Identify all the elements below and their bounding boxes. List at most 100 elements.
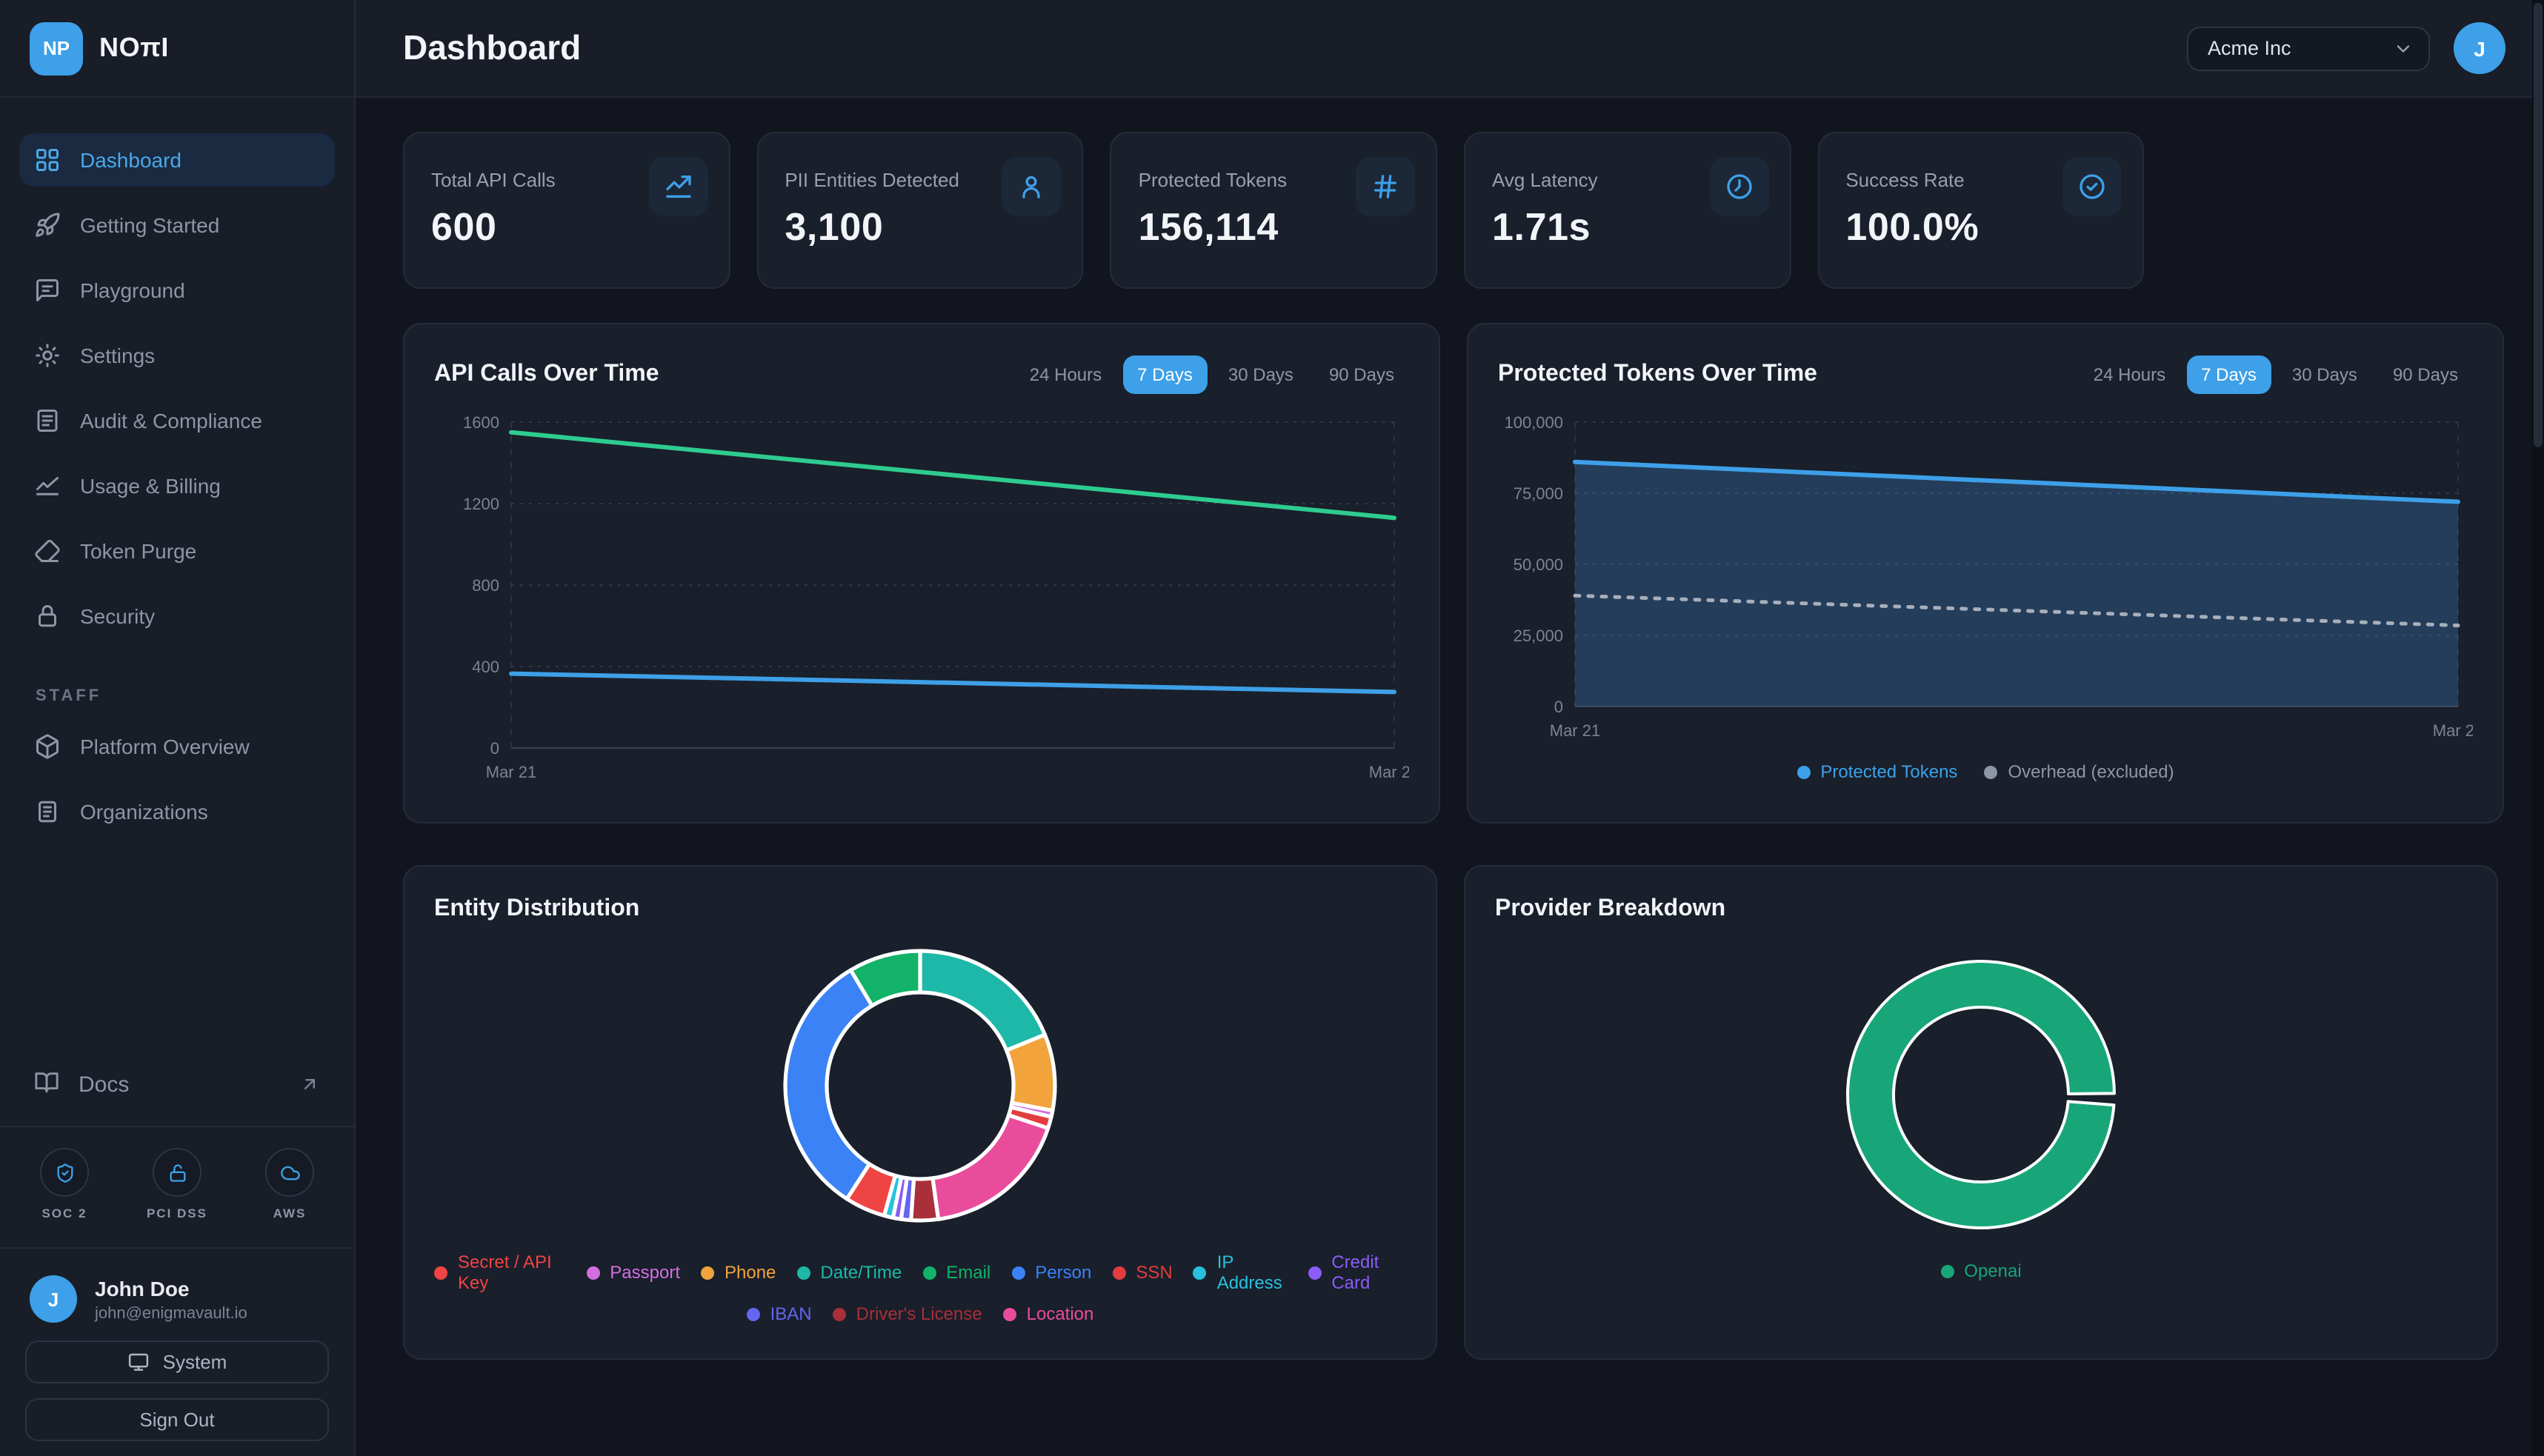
legend-row: Openai [1495, 1260, 2467, 1281]
chat-icon [34, 277, 61, 304]
stat-card-success-rate: Success Rate 100.0% [1817, 132, 2145, 289]
range-7-days-button[interactable]: 7 Days [2186, 355, 2271, 394]
legend-dot [1193, 1266, 1207, 1279]
user-info[interactable]: J John Doe john@enigmavault.io [0, 1260, 354, 1340]
legend-item[interactable]: Location [1002, 1303, 1094, 1324]
chart-line-icon [34, 472, 61, 499]
legend-item[interactable]: Person [1011, 1252, 1091, 1293]
protected-tokens-chart-card: Protected Tokens Over Time 24 Hours 7 Da… [1467, 323, 2504, 824]
sign-out-button[interactable]: Sign Out [25, 1398, 329, 1441]
sidebar-item-label: Platform Overview [80, 735, 250, 758]
svg-text:800: 800 [472, 576, 499, 595]
badge-pci-dss: PCI DSS [136, 1148, 219, 1220]
org-selector[interactable]: Acme Inc [2187, 26, 2430, 70]
sidebar-item-label: Organizations [80, 800, 208, 824]
entity-distribution-card: Entity Distribution Secret / API Key Pass… [403, 865, 1437, 1360]
user-email: john@enigmavault.io [95, 1304, 247, 1322]
rocket-icon [34, 212, 61, 238]
legend-label: Driver's License [856, 1303, 982, 1324]
legend-item[interactable]: Phone [701, 1252, 776, 1293]
range-30-days-button[interactable]: 30 Days [2277, 355, 2372, 394]
sidebar-item-label: Usage & Billing [80, 474, 221, 498]
legend-item[interactable]: Protected Tokens [1797, 761, 1957, 782]
sidebar-item-label: Security [80, 604, 156, 628]
legend-label: SSN [1136, 1262, 1173, 1283]
legend-item[interactable]: Passport [586, 1252, 680, 1293]
legend-item[interactable]: Openai [1940, 1260, 2022, 1281]
svg-text:25,000: 25,000 [1514, 627, 1563, 645]
range-24-hours-button[interactable]: 24 Hours [2079, 355, 2180, 394]
legend-dot [796, 1266, 810, 1279]
sidebar-item-organizations[interactable]: Organizations [19, 785, 335, 838]
legend-dot [922, 1266, 936, 1279]
legend-item[interactable]: SSN [1112, 1252, 1173, 1293]
svg-text:1600: 1600 [463, 413, 499, 432]
range-24-hours-button[interactable]: 24 Hours [1015, 355, 1116, 394]
range-90-days-button[interactable]: 90 Days [2378, 355, 2473, 394]
sidebar-item-audit-compliance[interactable]: Audit & Compliance [19, 394, 335, 447]
legend-item[interactable]: Secret / API Key [434, 1252, 565, 1293]
legend-dot [701, 1266, 714, 1279]
stat-label: Total API Calls [431, 169, 556, 191]
sidebar-item-dashboard[interactable]: Dashboard [19, 133, 335, 187]
protected-tokens-chart: 0 25,000 50,000 75,000 100,000 Mar 21 Mar 22 P… [1498, 407, 2483, 782]
legend-item[interactable]: IP Address [1193, 1252, 1288, 1293]
monitor-icon [127, 1351, 150, 1373]
user-avatar: J [30, 1275, 77, 1323]
sidebar-section-staff: STAFF [36, 687, 102, 705]
page-title: Dashboard [403, 28, 582, 67]
scrollbar-thumb[interactable] [2534, 3, 2543, 447]
sidebar-item-getting-started[interactable]: Getting Started [19, 198, 335, 252]
provider-legend: Openai [1495, 1260, 2467, 1281]
sidebar-item-label: Playground [80, 278, 185, 302]
legend-item[interactable]: Date/Time [796, 1252, 902, 1293]
logo-initials: NP [42, 37, 70, 59]
stat-card-protected-tokens: Protected Tokens 156,114 [1110, 132, 1437, 289]
sidebar-item-platform-overview[interactable]: Platform Overview [19, 720, 335, 773]
docs-link[interactable]: Docs [0, 1055, 354, 1114]
sidebar-item-label: Settings [80, 344, 156, 367]
range-7-days-button[interactable]: 7 Days [1122, 355, 1208, 394]
legend-item[interactable]: Email [922, 1252, 990, 1293]
charts-row: API Calls Over Time 24 Hours 7 Days 30 D… [403, 323, 2504, 824]
chart-title: Entity Distribution [434, 896, 640, 921]
legend-dot [1797, 765, 1811, 778]
sidebar-item-usage-billing[interactable]: Usage & Billing [19, 459, 335, 512]
legend-label: Email [946, 1262, 991, 1283]
sidebar-nav: Dashboard Getting Started Playground Set… [0, 98, 354, 643]
badge-label: AWS [273, 1206, 307, 1220]
range-30-days-button[interactable]: 30 Days [1213, 355, 1308, 394]
sidebar-item-security[interactable]: Security [19, 590, 335, 643]
chart-legend: Protected Tokens Overhead (excluded) [1498, 761, 2473, 782]
legend-label: Location [1026, 1303, 1094, 1324]
divider [0, 1126, 354, 1127]
legend-item[interactable]: Overhead (excluded) [1984, 761, 2174, 782]
sidebar-item-settings[interactable]: Settings [19, 329, 335, 382]
theme-system-button[interactable]: System [25, 1340, 329, 1383]
sidebar-item-token-purge[interactable]: Token Purge [19, 524, 335, 578]
header-avatar[interactable]: J [2454, 22, 2505, 74]
line-chart-svg: 0 400 800 1200 1600 Mar 21 Mar 22 [463, 413, 1419, 781]
sidebar-item-label: Audit & Compliance [80, 409, 262, 433]
org-selected-value: Acme Inc [2208, 37, 2291, 59]
check-circle-icon [2062, 157, 2122, 216]
legend-item[interactable]: Driver's License [832, 1303, 982, 1324]
legend-label: Passport [610, 1262, 680, 1283]
stat-label: Protected Tokens [1138, 169, 1288, 191]
stat-value: 600 [431, 204, 497, 249]
range-90-days-button[interactable]: 90 Days [1314, 355, 1409, 394]
sidebar: NP NOπI Dashboard Getting Started Playgr… [0, 0, 356, 1456]
svg-text:0: 0 [1554, 698, 1563, 716]
sidebar-staff-nav: Platform Overview Organizations [0, 720, 354, 838]
scrollbar[interactable] [2532, 0, 2544, 1456]
docs-label: Docs [79, 1072, 130, 1097]
legend-item[interactable]: Credit Card [1308, 1252, 1406, 1293]
legend-label: Overhead (excluded) [2008, 761, 2174, 782]
sun-icon [34, 342, 61, 369]
stat-value: 100.0% [1845, 204, 1979, 249]
sidebar-item-playground[interactable]: Playground [19, 264, 335, 317]
eraser-icon [34, 538, 61, 564]
legend-item[interactable]: IBAN [746, 1303, 812, 1324]
lock-icon [34, 603, 61, 630]
